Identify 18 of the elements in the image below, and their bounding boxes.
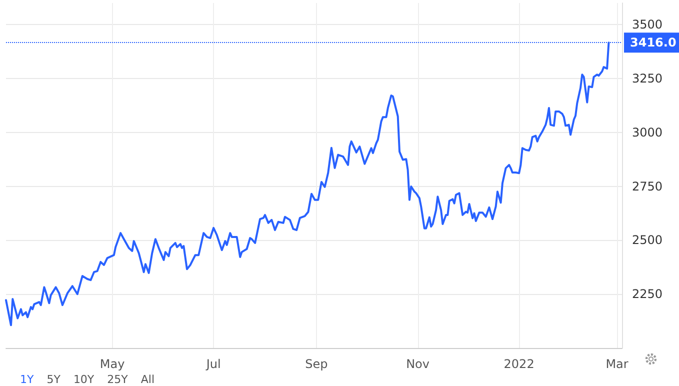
y-tick-label: 2250: [632, 287, 663, 302]
x-tick-label: Mar: [606, 357, 628, 371]
y-tick-label: 3500: [632, 18, 663, 32]
x-tick-label: 2022: [504, 357, 534, 371]
x-tick-label: Nov: [406, 357, 430, 371]
x-tick-label: May: [100, 357, 125, 371]
y-tick-label: 2500: [632, 233, 663, 248]
text: 1Y: [20, 373, 34, 386]
text: 25Y: [107, 373, 128, 386]
ref-line-label: 3416.0: [630, 36, 676, 50]
x-tick-label: Jul: [205, 357, 221, 371]
text: 10Y: [73, 373, 94, 386]
text: All: [140, 373, 155, 386]
y-tick-label: 2750: [632, 179, 663, 194]
y-tick-label: 3000: [632, 125, 663, 140]
text: 5Y: [46, 373, 60, 386]
y-tick-label: 3250: [632, 71, 663, 86]
x-tick-label: Sep: [305, 357, 328, 371]
